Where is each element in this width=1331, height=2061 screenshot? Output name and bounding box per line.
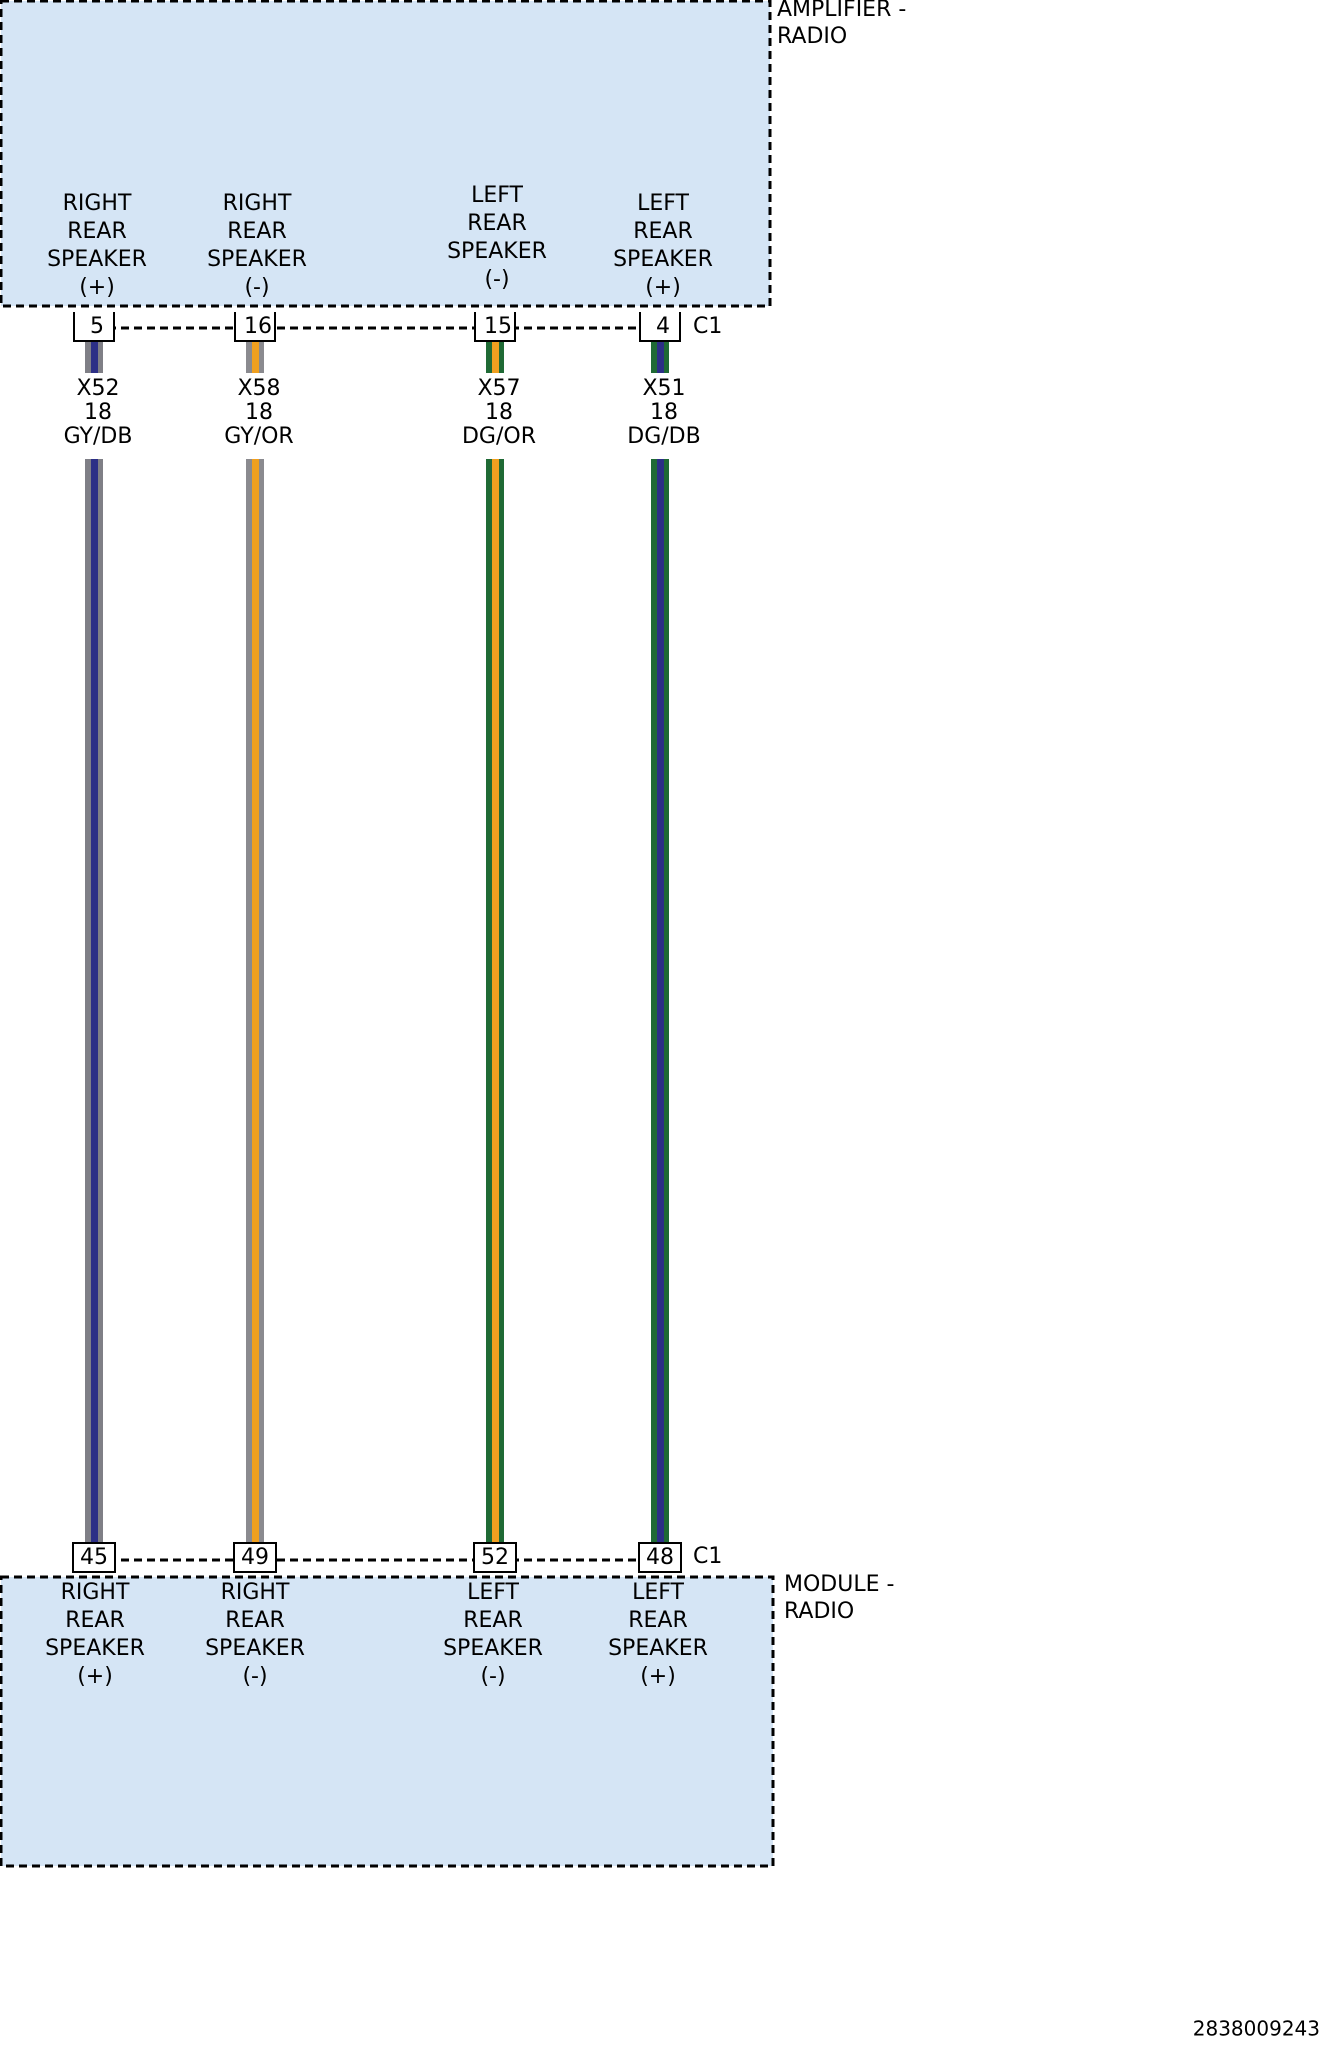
pin-label: LEFT [471,183,523,208]
wire-gauge: 18 [485,400,513,425]
pin-number: 52 [481,1545,509,1570]
pin-label: REAR [633,219,693,244]
pin-label: REAR [225,1608,285,1633]
component-name: AMPLIFIER - [777,0,906,22]
component-name: RADIO [784,1599,854,1624]
pin-label: SPEAKER [47,247,147,272]
pin-label: SPEAKER [608,1636,708,1661]
pin-label: SPEAKER [447,239,547,264]
pin-label: REAR [227,219,287,244]
wire-stripe [492,341,499,373]
pin-label: SPEAKER [45,1636,145,1661]
wire-stripe [657,341,664,373]
pin-label: REAR [67,219,127,244]
pin-box [639,312,681,342]
wire-color-code: DG/OR [462,424,536,449]
pin-label: RIGHT [63,191,132,216]
pin-label: (-) [242,1664,267,1689]
pin-label: LEFT [637,191,689,216]
pin-box [638,1542,682,1573]
pin-label: (-) [484,267,509,292]
wire-stripe [252,341,259,373]
wire-stripe [91,459,98,1543]
wire-stripe [252,459,259,1543]
pin-label: RIGHT [223,191,292,216]
pin-label: SPEAKER [443,1636,543,1661]
pin-label: SPEAKER [205,1636,305,1661]
component-name: RADIO [777,24,847,49]
wire-circuit: X58 [237,376,280,401]
wire-circuit: X57 [477,376,520,401]
pin-number: 16 [244,314,272,339]
pin-label: RIGHT [61,1580,130,1605]
pin-label: SPEAKER [613,247,713,272]
wire-gauge: 18 [650,400,678,425]
pin-label: (+) [77,1664,113,1689]
wire-stripe [91,341,98,373]
pin-label: REAR [467,211,527,236]
pin-label: (-) [244,275,269,300]
component-name: MODULE - [784,1572,894,1597]
connector-label: C1 [693,1544,722,1569]
pin-label: REAR [628,1608,688,1633]
wire-gauge: 18 [84,400,112,425]
wire-circuit: X52 [76,376,119,401]
wire-gauge: 18 [245,400,273,425]
pin-label: (+) [79,275,115,300]
pin-label: SPEAKER [207,247,307,272]
wire-color-code: DG/DB [627,424,700,449]
footer-id: 2838009243 [1193,2017,1320,2041]
connector-label: C1 [693,314,722,339]
pin-label: REAR [65,1608,125,1633]
pin-label: LEFT [632,1580,684,1605]
module-box [0,1575,775,1868]
amplifier-box [0,0,772,308]
pin-label: REAR [463,1608,523,1633]
pin-label: (+) [645,275,681,300]
wire-stripe [657,459,664,1543]
wire-circuit: X51 [642,376,685,401]
pin-number: 4 [656,314,670,339]
pin-label: LEFT [467,1580,519,1605]
pin-label: (-) [480,1664,505,1689]
pin-number: 5 [90,314,104,339]
pin-box [474,312,516,342]
pin-number: 15 [484,314,512,339]
pin-box [234,312,276,342]
pin-label: (+) [640,1664,676,1689]
pin-box [73,312,115,342]
pin-number: 49 [241,1545,269,1570]
wire-color-code: GY/DB [64,424,133,449]
pin-box [233,1542,277,1573]
pin-label: RIGHT [221,1580,290,1605]
pin-number: 45 [80,1545,108,1570]
wire-color-code: GY/OR [224,424,293,449]
wire-stripe [492,459,499,1543]
pin-number: 48 [646,1545,674,1570]
pin-box [473,1542,517,1573]
pin-box [72,1542,116,1573]
